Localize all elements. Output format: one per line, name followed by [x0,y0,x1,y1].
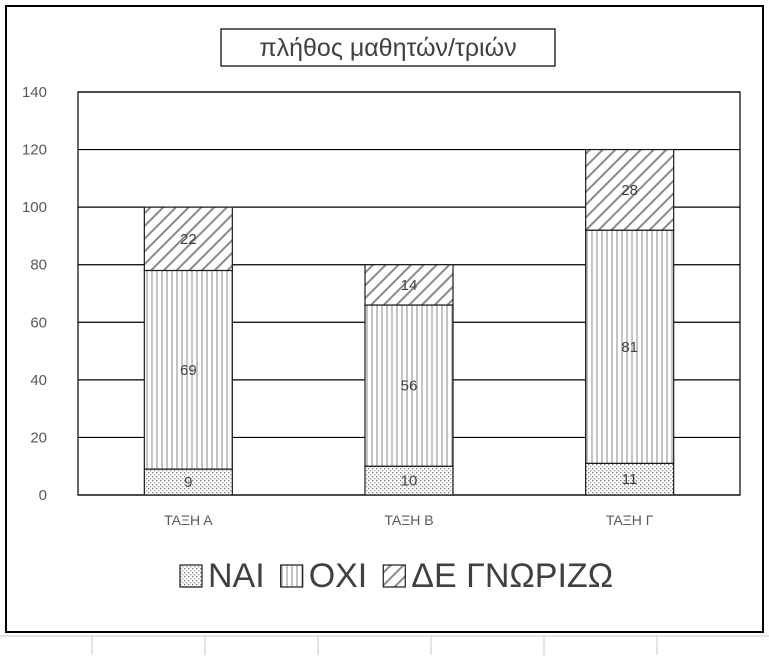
bar-segment [143,468,233,496]
chart-title-box [220,28,556,67]
legend: ΝΑΙ ΟΧΙ ΔΕ ΓΝΩΡΙΖΩ [179,557,613,595]
legend-swatch [280,564,304,588]
y-tick-label: 120 [22,142,47,159]
bar-segment [364,264,454,306]
legend-swatch [382,564,406,588]
chart-title-group: πλήθος μαθητών/τριών [220,28,556,67]
chart-title: πλήθος μαθητών/τριών [259,34,516,62]
data-label: 9 [184,474,192,491]
data-label: 81 [621,339,638,356]
y-tick-label: 40 [30,372,47,389]
data-label: 56 [401,378,418,395]
data-label: 22 [180,231,197,248]
y-tick-label: 0 [39,487,47,504]
legend-swatch [179,564,203,588]
data-label: 11 [622,471,638,488]
bar-segment [585,148,675,231]
bar-segment [143,269,233,470]
bar-segment [364,304,454,467]
x-tick-label: ΤΑΞΗ Α [164,512,213,528]
data-label: 69 [180,362,197,379]
bar-segment [143,206,233,272]
x-tick-label: ΤΑΞΗ Γ [606,512,654,528]
y-tick-label: 140 [22,84,47,101]
data-label: 10 [401,473,418,490]
sheet-frame [0,5,769,655]
legend-label: ΔΕ ΓΝΩΡΙΖΩ [411,557,613,595]
y-tick-label: 100 [22,199,47,216]
legend-label: ΝΑΙ [208,557,265,595]
data-label: 28 [621,182,638,199]
bar-segment [585,462,675,496]
x-tick-label: ΤΑΞΗ Β [384,512,433,528]
chart-border [5,5,764,633]
x-axis-tick-labels: ΤΑΞΗ Α ΤΑΞΗ Β ΤΑΞΗ Γ [164,512,654,528]
y-tick-label: 20 [30,429,47,446]
bars: 9 69 22 10 56 14 11 81 28 [143,148,675,496]
data-label: 14 [401,277,418,294]
y-axis-tick-labels: 0 20 40 60 80 100 120 140 [22,84,47,504]
y-tick-label: 60 [30,314,47,331]
legend-label: ΟΧΙ [309,557,368,595]
y-tick-label: 80 [30,257,47,274]
